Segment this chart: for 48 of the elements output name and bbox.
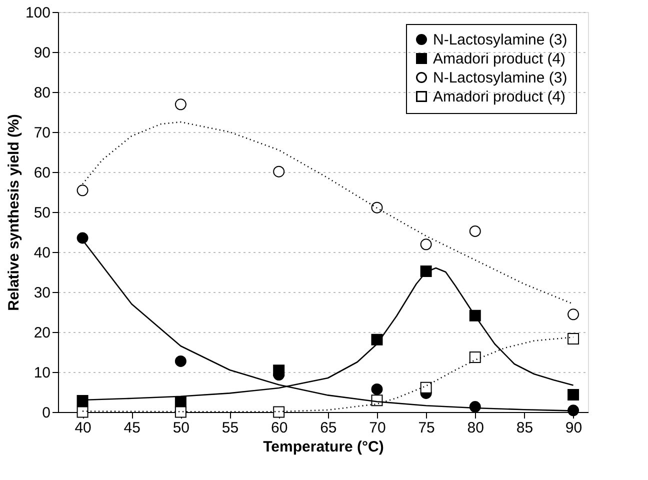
point	[568, 333, 580, 345]
x-tick-label: 85	[516, 420, 534, 436]
x-tick-label: 50	[172, 420, 190, 436]
point	[174, 98, 186, 110]
point	[174, 355, 186, 367]
x-tick-label: 65	[320, 420, 337, 436]
point	[76, 395, 88, 407]
point	[76, 406, 88, 418]
x-tick-label: 55	[222, 420, 239, 436]
legend-label: Amadori product (4)	[433, 50, 566, 68]
point	[568, 308, 580, 320]
y-tick-label: 0	[42, 404, 50, 422]
point	[371, 383, 383, 395]
point	[469, 351, 481, 363]
y-tick-label: 90	[34, 44, 50, 62]
point	[174, 406, 186, 418]
legend-label: N-Lactosylamine (3)	[433, 70, 568, 86]
legend-label: Amadori product (4)	[433, 88, 566, 106]
y-tick-label: 80	[34, 84, 50, 102]
y-tick-label: 10	[34, 364, 50, 382]
point	[469, 225, 481, 237]
point	[273, 166, 285, 178]
legend-label: N-Lactosylamine (3)	[433, 32, 568, 48]
y-tick-label: 50	[34, 204, 50, 222]
point	[420, 382, 432, 394]
point	[568, 404, 580, 416]
y-axis-title: Relative synthesis yield (%)	[5, 114, 22, 311]
x-tick-label: 80	[467, 420, 484, 436]
x-tick-label: 45	[124, 420, 140, 436]
y-tick-label: 20	[34, 324, 50, 342]
point	[568, 389, 580, 401]
x-tick-label: 75	[418, 420, 435, 436]
x-tick-label: 70	[369, 420, 386, 436]
y-tick-label: 70	[34, 124, 50, 142]
y-tick-label: 100	[25, 4, 50, 22]
point	[76, 232, 88, 244]
x-tick-label: 90	[565, 420, 582, 436]
point	[76, 184, 88, 196]
point	[371, 202, 383, 214]
point	[273, 364, 285, 376]
y-tick-label: 30	[34, 284, 50, 302]
y-tick-label: 60	[34, 164, 50, 182]
x-tick-label: 40	[74, 420, 92, 436]
x-axis-title: Temperature (°C)	[263, 438, 384, 456]
x-tick-label: 60	[270, 420, 288, 436]
point	[273, 406, 285, 418]
y-tick-label: 40	[34, 244, 50, 262]
point	[420, 238, 432, 250]
